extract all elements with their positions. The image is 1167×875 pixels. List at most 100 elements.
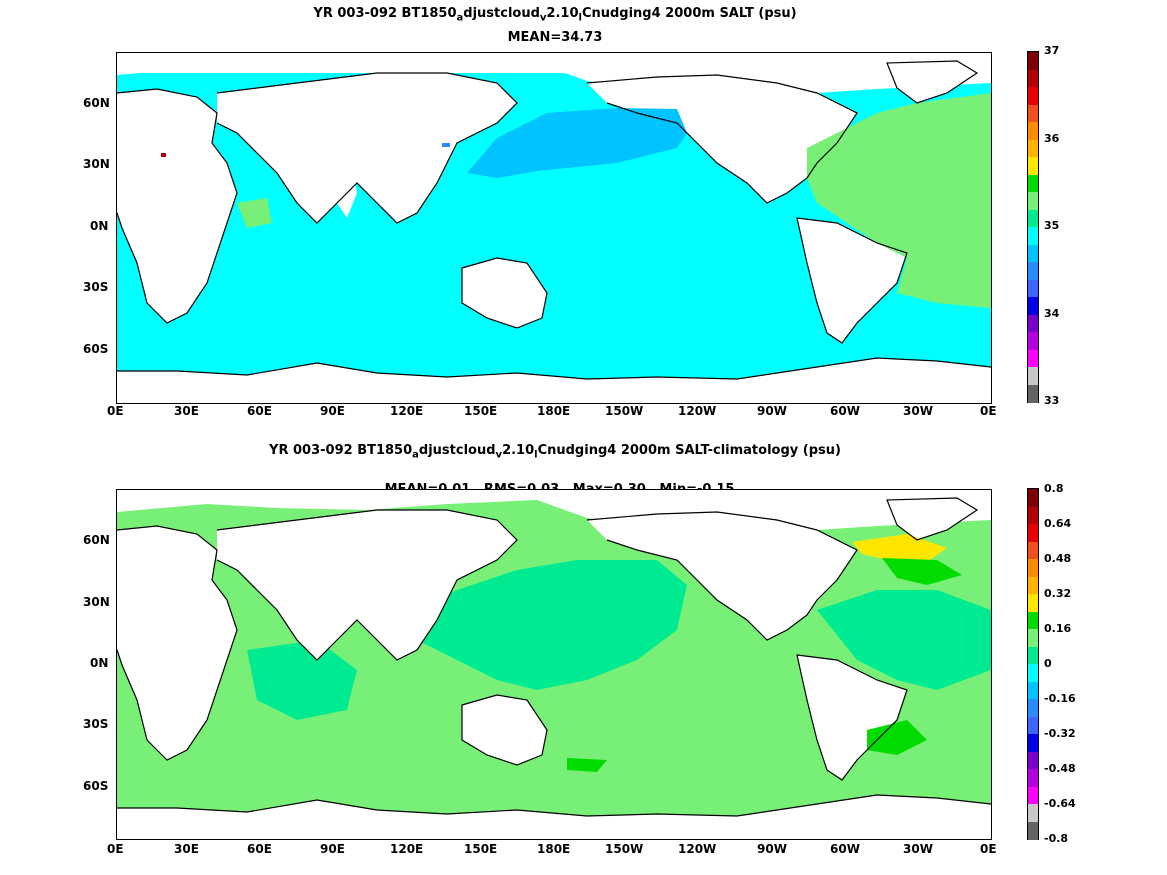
top-cbar-label: 36 (1044, 132, 1060, 145)
top-lon-label: 180E (537, 404, 571, 418)
top-lon-label: 90E (320, 404, 345, 418)
top-lon-label: 60W (830, 404, 860, 418)
top-lon-label: 120W (678, 404, 717, 418)
top-cbar-label: 35 (1044, 219, 1060, 232)
colorbar-segment (1028, 576, 1038, 595)
colorbar-segment (1028, 192, 1038, 210)
bottom-lat-label-30S: 30S (83, 717, 109, 731)
colorbar-segment (1028, 349, 1038, 368)
top-cbar-label: 37 (1044, 44, 1060, 57)
top-title-line2: MEAN=34.73 (507, 30, 603, 45)
colorbar-segment (1028, 174, 1038, 193)
top-cbar-label: 34 (1044, 307, 1060, 320)
top-asia (217, 73, 517, 223)
colorbar-segment (1028, 559, 1038, 577)
colorbar-segment (1028, 87, 1038, 105)
top-map-svg (117, 53, 991, 403)
bottom-cbar-label: -0.48 (1044, 762, 1076, 775)
top-title-line1: YR 003-092 BT1850adjustcloudv2.10lCnudgi… (313, 6, 797, 24)
colorbar-segment (1028, 541, 1038, 560)
colorbar-segment (1028, 751, 1038, 770)
bottom-map (116, 489, 992, 840)
top-colorbar (1027, 51, 1039, 403)
bottom-lat-label-60S: 60S (83, 779, 109, 793)
colorbar-segment (1028, 367, 1038, 385)
colorbar-segment (1028, 384, 1038, 403)
colorbar-segment (1028, 52, 1038, 70)
colorbar-segment (1028, 262, 1038, 280)
top-africa (117, 89, 237, 323)
colorbar-segment (1028, 244, 1038, 263)
colorbar-segment (1028, 611, 1038, 630)
top-south-america (797, 218, 907, 343)
top-lat-label-30N: 30N (83, 157, 110, 171)
colorbar-segment (1028, 594, 1038, 612)
colorbar-segment (1028, 664, 1038, 682)
bottom-coastlines (117, 497, 991, 817)
top-lat-label-30S: 30S (83, 280, 109, 294)
colorbar-segment (1028, 769, 1038, 787)
top-lon-label: 150E (464, 404, 498, 418)
bottom-cbar-label: 0.48 (1044, 552, 1072, 565)
bottom-labrador-yellow (852, 534, 947, 562)
colorbar-segment (1028, 139, 1038, 158)
colorbar-segment (1028, 227, 1038, 245)
top-lat-label-60N: 60N (83, 96, 110, 110)
colorbar-segment (1028, 209, 1038, 228)
bottom-colorbar (1027, 488, 1039, 840)
top-med-red (161, 153, 166, 157)
colorbar-segment (1028, 786, 1038, 805)
colorbar-segment (1028, 699, 1038, 717)
top-australia (462, 258, 547, 328)
colorbar-segment (1028, 804, 1038, 822)
bottom-title-line1: YR 003-092 BT1850adjustcloudv2.10lCnudgi… (269, 443, 841, 461)
colorbar-segment (1028, 297, 1038, 315)
bottom-lat-label-30N: 30N (83, 595, 110, 609)
bottom-lon-label: 60W (830, 842, 860, 856)
bottom-pacific-patch (407, 560, 687, 690)
bottom-lon-label: 30E (174, 842, 199, 856)
top-lon-label: 150W (605, 404, 644, 418)
bottom-lat-label-60N: 60N (83, 533, 110, 547)
top-lon-label: 0E (980, 404, 997, 418)
colorbar-segment (1028, 157, 1038, 175)
top-lon-label: 30E (174, 404, 199, 418)
colorbar-segment (1028, 646, 1038, 665)
top-cbar-label: 33 (1044, 394, 1060, 407)
bottom-map-svg (117, 490, 991, 839)
colorbar-segment (1028, 279, 1038, 298)
bottom-cbar-label: 0 (1044, 657, 1052, 670)
bottom-lon-label: 120W (678, 842, 717, 856)
top-map (116, 52, 992, 404)
top-lat-label-0N: 0N (90, 219, 109, 233)
top-lat-label-60S: 60S (83, 342, 109, 356)
bottom-cbar-label: 0.64 (1044, 517, 1072, 530)
bottom-cbar-label: -0.32 (1044, 727, 1076, 740)
colorbar-segment (1028, 104, 1038, 123)
top-lon-label: 90W (757, 404, 787, 418)
top-coastlines (117, 60, 991, 380)
colorbar-segment (1028, 716, 1038, 735)
top-north-pacific-patch (467, 108, 687, 178)
bottom-lon-label: 60E (247, 842, 272, 856)
bottom-cbar-label: 0.32 (1044, 587, 1072, 600)
colorbar-segment (1028, 734, 1038, 752)
bottom-lon-label: 120E (390, 842, 424, 856)
bottom-cbar-label: -0.16 (1044, 692, 1076, 705)
bottom-lon-label: 180E (537, 842, 571, 856)
bottom-lon-label: 90E (320, 842, 345, 856)
top-north-america (587, 75, 857, 203)
colorbar-segment (1028, 332, 1038, 350)
top-lon-label: 0E (107, 404, 124, 418)
colorbar-segment (1028, 681, 1038, 700)
bottom-cbar-label: -0.64 (1044, 797, 1076, 810)
top-lon-label: 120E (390, 404, 424, 418)
top-lon-label: 30W (903, 404, 933, 418)
colorbar-segment (1028, 69, 1038, 88)
colorbar-segment (1028, 629, 1038, 647)
bottom-cbar-label: 0.8 (1044, 482, 1064, 495)
bottom-cbar-label: 0.16 (1044, 622, 1072, 635)
top-atlantic-patch (807, 93, 991, 308)
bottom-cbar-label: -0.8 (1044, 832, 1069, 845)
colorbar-segment (1028, 489, 1038, 507)
